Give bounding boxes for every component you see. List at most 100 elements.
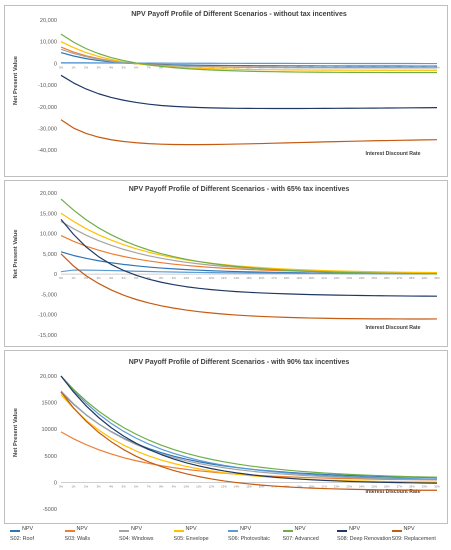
x-tick-label: 0% (59, 276, 64, 280)
legend-item-s04: NPV S04: Windows (119, 526, 173, 546)
x-tick-label: 19% (296, 484, 302, 488)
series-line-s07 (60, 375, 438, 478)
x-tick-label: 8% (159, 276, 164, 280)
x-tick-label: 28% (409, 484, 415, 488)
x-tick-label: 12% (209, 276, 215, 280)
x-tick-label: 11% (196, 276, 202, 280)
legend-series-name: NPV (76, 526, 88, 532)
x-tick-label: 9% (172, 484, 177, 488)
legend-label: S03: Walls (64, 536, 91, 542)
chart-title: NPV Payoff Profile of Different Scenario… (131, 11, 347, 18)
y-tick-label: -15,000 (38, 333, 57, 339)
y-tick-label: 10,000 (40, 40, 57, 46)
x-tick-label: 27% (397, 276, 403, 280)
chart-svg-3: NPV Payoff Profile of Different Scenario… (13, 359, 440, 513)
chart-panel-1: NPV Payoff Profile of Different Scenario… (4, 5, 448, 177)
legend-label: S02: Roof (10, 536, 34, 542)
x-tick-label: 22% (334, 276, 340, 280)
x-tick-label: 21% (321, 484, 327, 488)
x-tick-label: 5% (122, 276, 127, 280)
x-tick-label: 8% (159, 65, 164, 69)
x-tick-label: 7% (147, 276, 152, 280)
x-tick-label: 30% (434, 276, 440, 280)
legend-item-s08: NPV S08: Deep Renovation (337, 526, 391, 546)
x-tick-label: 3% (97, 65, 102, 69)
x-axis-label: Interest Discount Rate (365, 489, 420, 495)
x-tick-label: 20% (309, 276, 315, 280)
x-tick-label: 23% (346, 276, 352, 280)
y-tick-label: 5,000 (43, 252, 57, 258)
series-line-s08 (60, 375, 438, 484)
chart-title: NPV Payoff Profile of Different Scenario… (129, 359, 350, 366)
x-tick-label: 25% (372, 484, 378, 488)
series-line-s08 (60, 218, 438, 297)
series-line-s06 (60, 375, 438, 480)
y-axis-label: Net Present Value (13, 407, 19, 457)
legend-label: S05: Envelope (173, 536, 209, 542)
x-tick-label: 25% (372, 276, 378, 280)
y-tick-label: 15,000 (40, 211, 57, 217)
x-tick-label: 2% (84, 276, 89, 280)
x-tick-label: 6% (134, 484, 139, 488)
x-tick-label: 22% (334, 484, 340, 488)
x-tick-label: 13% (221, 484, 227, 488)
legend-swatch (282, 530, 293, 532)
series-line-s05 (60, 394, 438, 483)
series-line-s03 (60, 431, 438, 481)
x-tick-label: 30% (434, 65, 440, 69)
series-line-s09 (60, 391, 438, 491)
legend-label: S07: Advanced (282, 536, 319, 542)
legend-label: S04: Windows (119, 536, 154, 542)
chart-svg-2: NPV Payoff Profile of Different Scenario… (13, 186, 440, 339)
x-tick-label: 2% (84, 484, 89, 488)
legend-swatch (10, 530, 20, 532)
legend-swatch (228, 530, 238, 532)
x-tick-label: 7% (147, 65, 152, 69)
series-line-s07 (60, 33, 438, 74)
x-tick-label: 19% (296, 276, 302, 280)
legend-label: S06: Photovoltaic (228, 536, 270, 542)
legend-series-name: NPV (349, 526, 361, 532)
x-tick-label: 0% (59, 65, 64, 69)
y-tick-label: -10,000 (38, 313, 57, 319)
x-tick-label: 26% (384, 484, 390, 488)
legend-series-name: NPV (240, 526, 252, 532)
chart-title: NPV Payoff Profile of Different Scenario… (129, 186, 350, 193)
series-line-s07 (60, 198, 438, 275)
x-tick-label: 16% (259, 276, 265, 280)
x-tick-label: 1% (72, 65, 77, 69)
legend-series-name: NPV (403, 526, 415, 532)
y-tick-label: -30,000 (38, 126, 57, 132)
x-tick-label: 13% (221, 276, 227, 280)
x-tick-label: 3% (97, 484, 102, 488)
series-line-s06 (61, 62, 438, 65)
x-tick-label: 20% (309, 484, 315, 488)
x-tick-label: 24% (359, 276, 365, 280)
x-tick-label: 12% (209, 484, 215, 488)
chart-legend: NPV S02: Roof NPV S03: Walls NPV S04: Windows… (4, 526, 446, 548)
x-tick-label: 16% (259, 484, 265, 488)
y-tick-label: 20,000 (40, 374, 57, 380)
y-tick-label: 5000 (45, 454, 57, 460)
y-tick-label: -20,000 (38, 105, 57, 111)
x-tick-label: 5% (122, 65, 127, 69)
x-tick-label: 2% (84, 65, 89, 69)
x-tick-label: 26% (384, 276, 390, 280)
legend-item-s06: NPV S06: Photovoltaic (228, 526, 282, 546)
legend-label: S09: Replacement (391, 536, 436, 542)
series-line-s08 (60, 74, 438, 110)
legend-label: S08: Deep Renovation (337, 536, 392, 542)
x-tick-label: 27% (397, 484, 403, 488)
x-tick-label: 11% (196, 484, 202, 488)
legend-swatch (173, 530, 184, 532)
x-tick-label: 9% (172, 276, 177, 280)
x-tick-label: 15% (246, 276, 252, 280)
y-tick-label: 0 (54, 480, 57, 486)
x-tick-label: 0% (59, 484, 64, 488)
x-tick-label: 21% (321, 276, 327, 280)
series-line-s05 (60, 212, 438, 274)
x-tick-label: 4% (109, 65, 114, 69)
x-tick-label: 15% (246, 484, 252, 488)
chart-panel-3: NPV Payoff Profile of Different Scenario… (4, 350, 448, 524)
legend-item-s07: NPV S07: Advanced (282, 526, 337, 546)
